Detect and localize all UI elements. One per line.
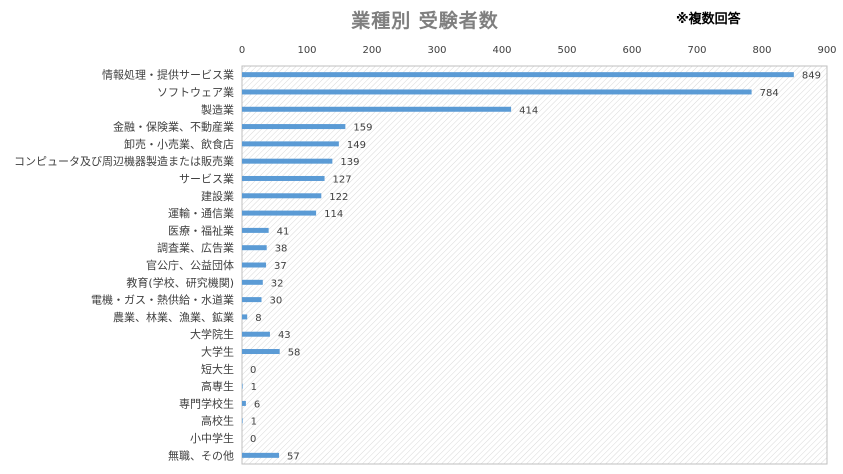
data-label: 0 bbox=[250, 365, 256, 376]
category-label: 無職、その他 bbox=[168, 448, 234, 462]
category-label: 高校生 bbox=[201, 414, 234, 428]
bar bbox=[242, 279, 263, 285]
category-label: 短大生 bbox=[201, 362, 234, 376]
x-tick-label: 900 bbox=[817, 45, 836, 56]
bar bbox=[242, 262, 267, 268]
data-label: 43 bbox=[278, 330, 291, 341]
category-label: 卸売・小売業、飲食店 bbox=[124, 137, 234, 151]
bar bbox=[242, 193, 322, 199]
data-label: 159 bbox=[353, 123, 372, 134]
bar bbox=[242, 72, 794, 78]
data-label: 1 bbox=[251, 382, 257, 393]
x-tick-label: 100 bbox=[297, 45, 316, 56]
bar bbox=[242, 245, 267, 251]
data-label: 32 bbox=[271, 278, 284, 289]
category-label: 情報処理・提供サービス業 bbox=[102, 68, 234, 82]
data-label: 0 bbox=[250, 434, 256, 445]
x-tick-label: 800 bbox=[752, 45, 771, 56]
bar bbox=[242, 314, 248, 320]
data-label: 414 bbox=[519, 105, 538, 116]
data-label: 57 bbox=[287, 451, 300, 462]
bar bbox=[242, 400, 246, 406]
bar bbox=[242, 331, 270, 337]
x-tick-label: 700 bbox=[687, 45, 706, 56]
category-label: 金融・保険業、不動産業 bbox=[113, 120, 234, 134]
data-label: 8 bbox=[255, 313, 261, 324]
category-label: 医療・福祉業 bbox=[168, 223, 234, 237]
category-label: 小中学生 bbox=[190, 431, 234, 445]
data-label: 38 bbox=[275, 244, 288, 255]
plot-area bbox=[241, 65, 828, 465]
category-label: 運輸・通信業 bbox=[168, 206, 234, 220]
x-tick-label: 300 bbox=[427, 45, 446, 56]
data-label: 30 bbox=[270, 296, 283, 307]
chart-title: 業種別 受験者数 bbox=[351, 10, 499, 32]
category-label: 製造業 bbox=[201, 102, 234, 116]
category-label: 調査業、広告業 bbox=[157, 241, 234, 255]
category-label: 建設業 bbox=[201, 189, 234, 203]
bar bbox=[242, 227, 269, 233]
category-label: 農業、林業、漁業、鉱業 bbox=[113, 310, 234, 324]
x-tick-label: 200 bbox=[362, 45, 381, 56]
bar bbox=[242, 141, 339, 147]
data-label: 58 bbox=[288, 348, 301, 359]
category-label: コンピュータ及び周辺機器製造または販売業 bbox=[14, 154, 234, 168]
data-label: 1 bbox=[251, 417, 257, 428]
data-label: 849 bbox=[802, 71, 821, 82]
bar bbox=[242, 89, 752, 95]
bar bbox=[242, 124, 346, 130]
category-label: 大学院生 bbox=[190, 327, 234, 341]
data-label: 114 bbox=[324, 209, 343, 220]
data-label: 122 bbox=[329, 192, 348, 203]
x-tick-label: 0 bbox=[239, 45, 245, 56]
bar bbox=[242, 418, 243, 424]
category-label: 専門学校生 bbox=[179, 396, 234, 410]
chart-note: ※複数回答 bbox=[676, 12, 741, 27]
data-label: 6 bbox=[254, 399, 260, 410]
data-label: 784 bbox=[760, 88, 779, 99]
category-label: ソフトウェア業 bbox=[157, 86, 234, 99]
x-tick-label: 400 bbox=[492, 45, 511, 56]
category-label: 教育(学校、研究機関) bbox=[126, 275, 234, 289]
data-label: 41 bbox=[277, 226, 290, 237]
category-label: 電機・ガス・熱供給・水道業 bbox=[91, 293, 234, 307]
category-label: サービス業 bbox=[179, 172, 234, 185]
bar bbox=[242, 158, 333, 164]
bar bbox=[242, 106, 512, 112]
bar bbox=[242, 297, 262, 303]
data-label: 139 bbox=[340, 157, 359, 168]
x-tick-label: 600 bbox=[622, 45, 641, 56]
data-label: 37 bbox=[274, 261, 287, 272]
bar bbox=[242, 452, 280, 458]
data-label: 149 bbox=[347, 140, 366, 151]
bar bbox=[242, 383, 243, 389]
category-label: 高専生 bbox=[201, 379, 234, 393]
data-label: 127 bbox=[333, 174, 352, 185]
bar bbox=[242, 349, 280, 355]
bar bbox=[242, 210, 317, 216]
category-label: 大学生 bbox=[201, 345, 234, 359]
category-label: 官公庁、公益団体 bbox=[146, 258, 234, 272]
x-tick-label: 500 bbox=[557, 45, 576, 56]
bar bbox=[242, 175, 325, 181]
